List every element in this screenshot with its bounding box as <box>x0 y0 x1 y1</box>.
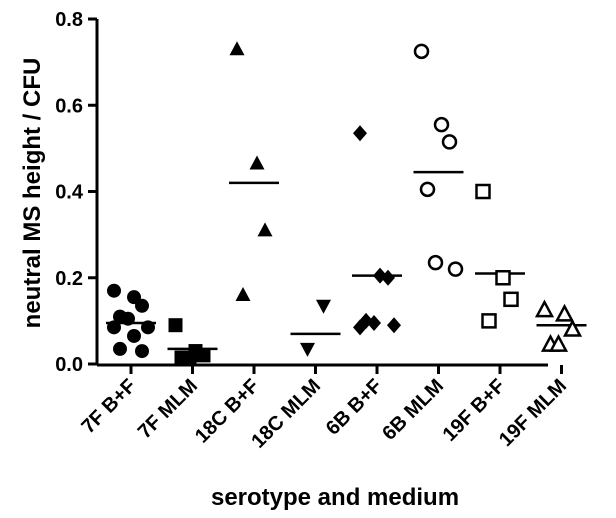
data-point <box>107 320 121 335</box>
data-point <box>135 298 149 313</box>
data-point <box>135 344 149 359</box>
data-point <box>113 341 127 356</box>
data-point <box>562 318 583 337</box>
y-tick-label: 0.8 <box>55 9 83 31</box>
y-tick-label: 0.0 <box>55 354 83 376</box>
y-tick-label: 0.6 <box>55 95 83 117</box>
series-group <box>167 318 218 365</box>
data-point <box>441 134 458 150</box>
data-point <box>121 311 135 326</box>
data-point <box>235 287 251 301</box>
series-group <box>534 299 587 352</box>
data-point <box>413 43 430 60</box>
x-tick-label: 6B MLM <box>378 375 448 445</box>
y-tick-label: 0.2 <box>55 268 83 290</box>
data-point <box>381 269 395 286</box>
series-group <box>475 183 525 329</box>
x-tick-label: 6B B+F <box>322 375 387 440</box>
series-group <box>352 125 402 336</box>
data-point <box>249 155 265 170</box>
data-point <box>481 313 497 329</box>
data-point <box>433 116 450 133</box>
series-group <box>229 41 279 301</box>
data-point <box>168 318 183 333</box>
y-tick-label: 0.4 <box>55 182 84 204</box>
x-tick-label: 7F B+F <box>77 375 140 438</box>
data-point <box>127 328 141 343</box>
data-point <box>257 222 273 237</box>
data-point <box>534 299 555 318</box>
data-point <box>387 317 401 334</box>
data-point <box>475 183 491 200</box>
series-group <box>106 283 156 359</box>
data-point <box>367 315 381 332</box>
data-point <box>447 261 464 277</box>
data-point <box>548 333 569 352</box>
x-axis-title: serotype and medium <box>211 484 459 511</box>
data-points <box>106 41 587 365</box>
data-point <box>503 291 519 308</box>
data-point <box>353 319 367 336</box>
data-point <box>554 303 575 322</box>
data-point <box>495 270 511 286</box>
data-point <box>427 254 444 271</box>
data-point <box>107 283 121 298</box>
data-point <box>141 320 155 335</box>
data-point <box>196 348 211 363</box>
x-tick-label: 19F MLM <box>495 375 571 451</box>
series-group <box>290 299 341 357</box>
data-point <box>419 181 436 198</box>
y-axis-title: neutral MS height / CFU <box>19 58 46 329</box>
series-group <box>413 43 464 277</box>
y-axis: 0.0 0.2 0.4 0.6 0.8 <box>55 9 99 376</box>
data-point <box>300 342 315 357</box>
data-point <box>316 299 331 314</box>
data-point <box>353 125 367 142</box>
data-point <box>229 41 245 56</box>
data-point <box>182 350 197 365</box>
